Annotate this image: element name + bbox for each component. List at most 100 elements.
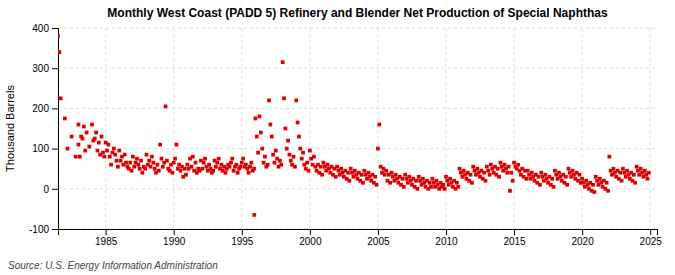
point: [131, 155, 135, 159]
point: [335, 165, 339, 169]
point: [215, 161, 219, 165]
point: [165, 159, 169, 163]
point: [530, 171, 534, 175]
point: [74, 155, 78, 159]
point: [580, 177, 584, 181]
point: [475, 167, 479, 171]
point: [605, 181, 609, 185]
tick-label: 2015: [503, 236, 526, 247]
point: [96, 149, 100, 153]
point: [421, 177, 425, 181]
point: [132, 165, 136, 169]
point: [70, 135, 74, 139]
point: [254, 117, 258, 121]
point: [469, 173, 473, 177]
point: [87, 145, 91, 149]
point: [101, 151, 105, 155]
point: [112, 147, 116, 151]
point: [247, 171, 251, 175]
point: [262, 161, 266, 165]
point: [553, 169, 557, 173]
point: [444, 175, 448, 179]
tick: 0: [43, 184, 58, 195]
point: [300, 157, 304, 161]
point: [194, 161, 198, 165]
tick-mark: [52, 189, 58, 190]
point: [643, 169, 647, 173]
tick: -100: [29, 224, 58, 235]
y-axis-title: Thousand Barrels: [4, 85, 16, 172]
point: [376, 147, 380, 151]
point: [362, 169, 366, 173]
point: [470, 181, 474, 185]
point: [288, 153, 292, 157]
point: [173, 157, 177, 161]
point: [488, 173, 492, 177]
grid-line: [58, 28, 657, 29]
point: [594, 175, 598, 179]
tick-label: 100: [32, 143, 49, 154]
tick-mark: [52, 28, 58, 29]
grid-line: [173, 28, 174, 229]
point: [138, 167, 142, 171]
point: [416, 187, 420, 191]
point: [128, 161, 132, 165]
point: [509, 171, 513, 175]
grid-line: [58, 108, 657, 109]
point: [278, 159, 282, 163]
tick: 2020: [572, 229, 595, 247]
title: Monthly West Coast (PADD 5) Refinery and…: [107, 6, 608, 20]
point: [567, 167, 571, 171]
point: [240, 161, 244, 165]
points: [58, 34, 651, 217]
tick-mark: [378, 229, 379, 235]
point: [282, 96, 286, 100]
tick: 1990: [163, 229, 186, 247]
point: [147, 159, 151, 163]
point: [158, 143, 162, 147]
point: [417, 175, 421, 179]
point: [591, 183, 595, 187]
point: [401, 177, 405, 181]
point: [598, 177, 602, 181]
tick: 1995: [231, 229, 254, 247]
point: [429, 185, 433, 189]
point: [256, 151, 260, 155]
point: [139, 159, 143, 163]
point: [296, 121, 300, 125]
tick-mark: [582, 229, 583, 235]
point: [458, 167, 462, 171]
point: [593, 190, 597, 194]
point: [151, 161, 155, 165]
point: [482, 171, 486, 175]
point: [565, 183, 569, 187]
point: [308, 149, 312, 153]
point: [360, 173, 364, 177]
point: [471, 165, 475, 169]
point: [297, 135, 301, 139]
point: [431, 177, 435, 181]
point: [172, 161, 176, 165]
point: [191, 155, 195, 159]
point: [347, 179, 351, 183]
point: [552, 185, 556, 189]
point: [384, 169, 388, 173]
grid-line: [309, 28, 310, 229]
tick-label: 400: [32, 23, 49, 34]
point: [301, 151, 305, 155]
point: [489, 163, 493, 167]
tick-mark: [446, 229, 447, 235]
point: [571, 169, 575, 173]
grid-line: [377, 28, 378, 229]
point: [102, 155, 106, 159]
point: [283, 127, 287, 131]
point: [503, 163, 507, 167]
tick-label: 2025: [640, 236, 663, 247]
point: [77, 143, 81, 147]
tick-label: 300: [32, 63, 49, 74]
point: [217, 157, 221, 161]
point: [269, 123, 273, 127]
point: [543, 173, 547, 177]
point: [228, 165, 232, 169]
point: [289, 159, 293, 163]
